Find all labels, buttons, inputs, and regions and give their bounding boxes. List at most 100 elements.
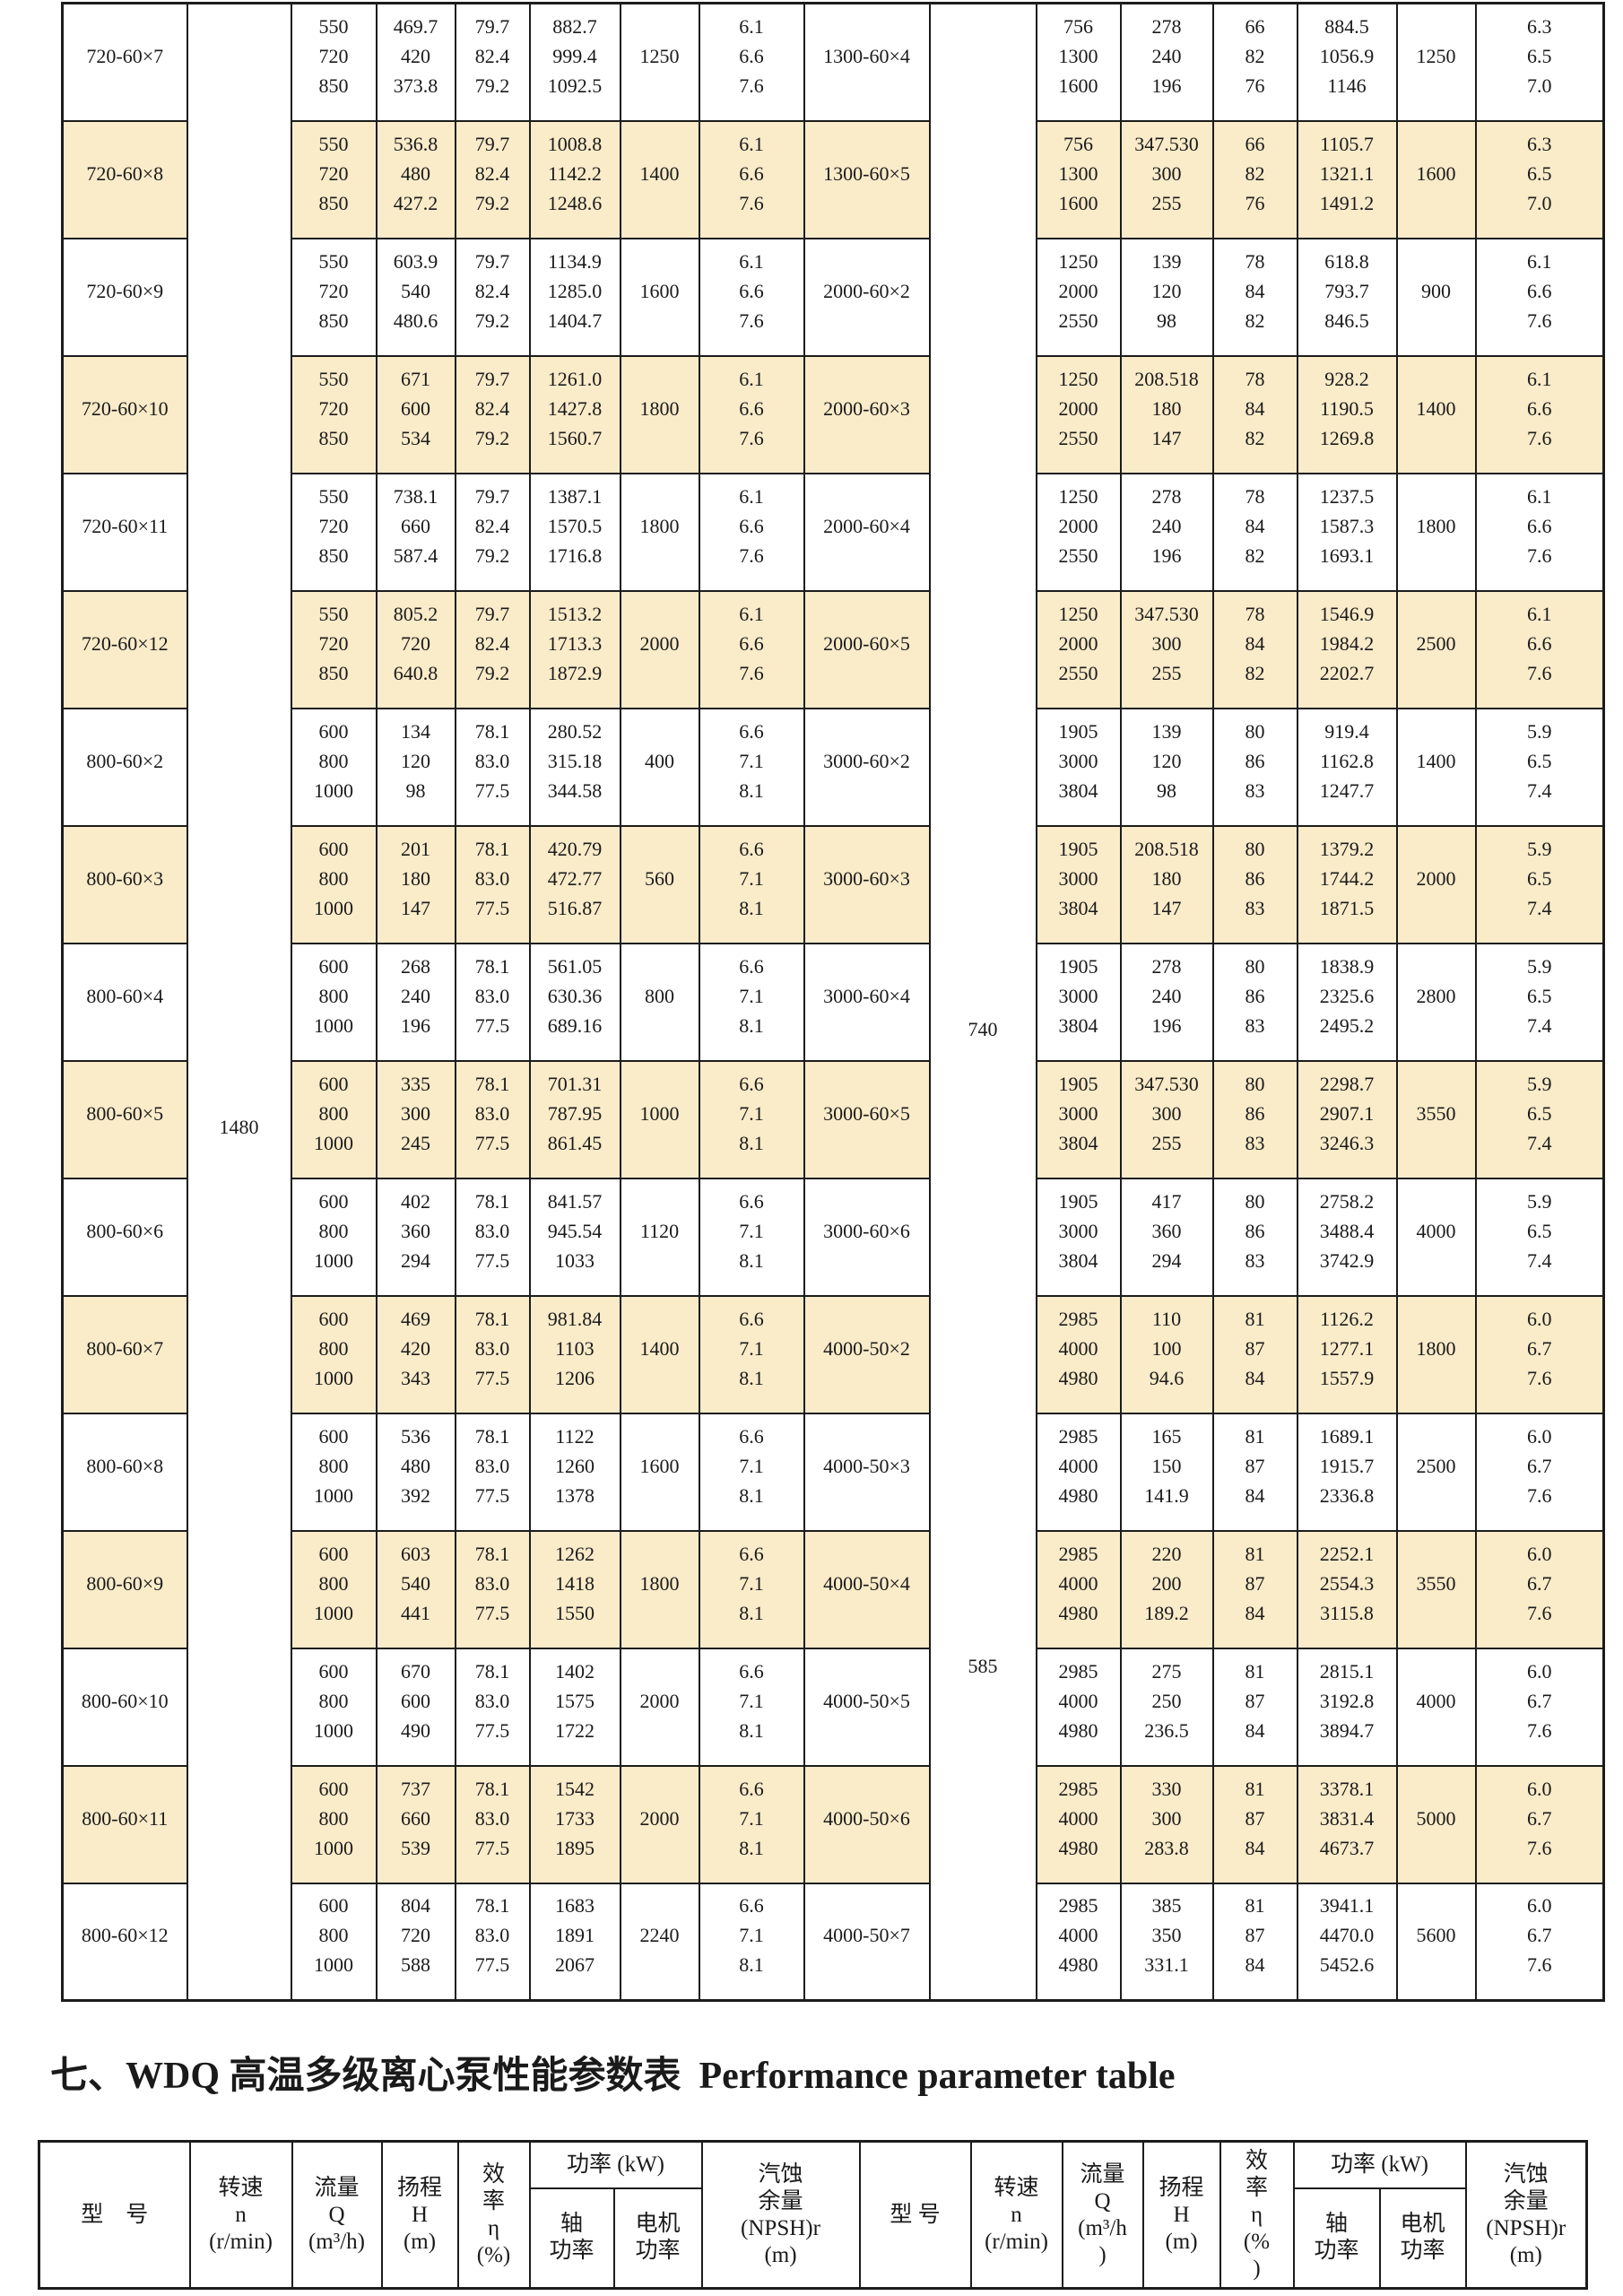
cell-head2: 139 120 98 <box>1119 237 1214 357</box>
cell-power: 1542 1733 1895 <box>528 1764 621 1884</box>
cell-eff2: 80 86 83 <box>1211 824 1298 944</box>
cell-motor: 1600 <box>619 1412 700 1532</box>
cell-npsh2: 6.1 6.6 7.6 <box>1474 472 1605 592</box>
cell-power: 420.79 472.77 516.87 <box>528 824 621 944</box>
cell-motor2: 4000 <box>1395 1647 1477 1767</box>
cell-npsh2: 5.9 6.5 7.4 <box>1474 707 1605 827</box>
cell-flow2: 2985 4000 4980 <box>1035 1529 1122 1649</box>
cell-motor2: 3550 <box>1395 1529 1477 1649</box>
cell-model: 800-60×8 <box>61 1412 188 1532</box>
cell-power: 1402 1575 1722 <box>528 1647 621 1767</box>
header-head-left: 扬程 H (m) <box>380 2140 459 2290</box>
cell-motor: 1120 <box>619 1177 700 1297</box>
cell-eff: 78.1 83.0 77.5 <box>454 942 531 1062</box>
cell-head: 738.1 660 587.4 <box>375 472 456 592</box>
cell-power: 1387.1 1570.5 1716.8 <box>528 472 621 592</box>
cell-motor2: 2500 <box>1395 589 1477 709</box>
cell-npsh: 6.6 7.1 8.1 <box>698 1764 805 1884</box>
cell-head2: 330 300 283.8 <box>1119 1764 1214 1884</box>
cell-flow2: 1250 2000 2550 <box>1035 237 1122 357</box>
cell-npsh2: 5.9 6.5 7.4 <box>1474 1177 1605 1297</box>
cell-model: 800-60×3 <box>61 824 188 944</box>
header-eff-left: 效 率 η (%) <box>456 2140 531 2290</box>
cell-flow2: 2985 4000 4980 <box>1035 1647 1122 1767</box>
cell-model2: 3000-60×3 <box>803 824 931 944</box>
cell-eff2: 66 82 76 <box>1211 119 1298 239</box>
cell-motor: 1400 <box>619 1294 700 1414</box>
table-row: 720-60×10 550 720 850 671 600 534 79.7 82.4… <box>61 354 1605 474</box>
cell-flow2: 1250 2000 2550 <box>1035 589 1122 709</box>
cell-head: 268 240 196 <box>375 942 456 1062</box>
header-head-right: 扬程 H (m) <box>1141 2140 1221 2290</box>
cell-motor2: 3550 <box>1395 1059 1477 1179</box>
cell-power2: 2758.2 3488.4 3742.9 <box>1296 1177 1398 1297</box>
cell-motor2: 1400 <box>1395 707 1477 827</box>
cell-head2: 278 240 196 <box>1119 472 1214 592</box>
cell-eff: 79.7 82.4 79.2 <box>454 354 531 474</box>
cell-npsh2: 6.1 6.6 7.6 <box>1474 589 1605 709</box>
cell-motor2: 5000 <box>1395 1764 1477 1884</box>
cell-power2: 2252.1 2554.3 3115.8 <box>1296 1529 1398 1649</box>
cell-npsh: 6.6 7.1 8.1 <box>698 1529 805 1649</box>
cell-flow2: 756 1300 1600 <box>1035 119 1122 239</box>
cell-model2: 4000-50×6 <box>803 1764 931 1884</box>
cell-npsh2: 6.3 6.5 7.0 <box>1474 119 1605 239</box>
cell-head: 134 120 98 <box>375 707 456 827</box>
cell-flow: 550 720 850 <box>290 354 378 474</box>
cell-power: 1134.9 1285.0 1404.7 <box>528 237 621 357</box>
cell-flow2: 1250 2000 2550 <box>1035 472 1122 592</box>
cell-motor: 2000 <box>619 1647 700 1767</box>
cell-model2: 3000-60×4 <box>803 942 931 1062</box>
cell-npsh2: 6.0 6.7 7.6 <box>1474 1882 1605 2002</box>
cell-model2: 1300-60×5 <box>803 119 931 239</box>
cell-model: 800-60×5 <box>61 1059 188 1179</box>
section-title-en: Performance parameter table <box>699 2056 1176 2097</box>
cell-power2: 3941.1 4470.0 5452.6 <box>1296 1882 1398 2002</box>
cell-motor: 1400 <box>619 119 700 239</box>
cell-head2: 208.518 180 147 <box>1119 354 1214 474</box>
table-row: 800-60×3 600 800 1000 201 180 147 78.1 83.0… <box>61 824 1605 944</box>
cell-flow: 600 800 1000 <box>290 1882 378 2002</box>
cell-motor: 1800 <box>619 1529 700 1649</box>
cell-flow2: 1905 3000 3804 <box>1035 942 1122 1062</box>
header-npsh-right: 汽蚀 余量 (NPSH)r (m) <box>1464 2140 1588 2290</box>
cell-eff: 78.1 83.0 77.5 <box>454 1882 531 2002</box>
cell-power2: 1105.7 1321.1 1491.2 <box>1296 119 1398 239</box>
cell-npsh2: 6.3 6.5 7.0 <box>1474 2 1605 122</box>
cell-model2: 1300-60×4 <box>803 2 931 122</box>
cell-head2: 110 100 94.6 <box>1119 1294 1214 1414</box>
cell-model2: 2000-60×3 <box>803 354 931 474</box>
cell-flow: 600 800 1000 <box>290 1647 378 1767</box>
header-flow-left: 流量 Q (m³/h) <box>291 2140 383 2290</box>
cell-eff: 79.7 82.4 79.2 <box>454 2 531 122</box>
cell-eff2: 81 87 84 <box>1211 1294 1298 1414</box>
cell-motor: 1600 <box>619 237 700 357</box>
table-row: 720-60×12 550 720 850 805.2 720 640.8 79.7 … <box>61 589 1605 709</box>
header-model-left: 型 号 <box>38 2140 191 2290</box>
header-power-group-right: 功率 (kW) <box>1292 2140 1467 2189</box>
cell-eff2: 80 86 83 <box>1211 942 1298 1062</box>
cell-eff2: 81 87 84 <box>1211 1647 1298 1767</box>
cell-eff: 79.7 82.4 79.2 <box>454 589 531 709</box>
cell-head: 201 180 147 <box>375 824 456 944</box>
cell-head: 335 300 245 <box>375 1059 456 1179</box>
cell-power: 981.84 1103 1206 <box>528 1294 621 1414</box>
header-model-right: 型 号 <box>858 2140 972 2290</box>
cell-power: 1122 1260 1378 <box>528 1412 621 1532</box>
cell-npsh2: 6.0 6.7 7.6 <box>1474 1412 1605 1532</box>
cell-eff2: 81 87 84 <box>1211 1764 1298 1884</box>
cell-model: 800-60×7 <box>61 1294 188 1414</box>
cell-head2: 275 250 236.5 <box>1119 1647 1214 1767</box>
cell-model: 720-60×8 <box>61 119 188 239</box>
speed-value-740: 740 <box>968 1018 998 1041</box>
cell-motor2: 900 <box>1395 237 1477 357</box>
cell-model: 800-60×11 <box>61 1764 188 1884</box>
cell-eff: 78.1 83.0 77.5 <box>454 1059 531 1179</box>
cell-flow: 600 800 1000 <box>290 1059 378 1179</box>
cell-npsh: 6.1 6.6 7.6 <box>698 119 805 239</box>
cell-power2: 2298.7 2907.1 3246.3 <box>1296 1059 1398 1179</box>
cell-head2: 220 200 189.2 <box>1119 1529 1214 1649</box>
cell-npsh: 6.6 7.1 8.1 <box>698 824 805 944</box>
cell-model2: 3000-60×2 <box>803 707 931 827</box>
